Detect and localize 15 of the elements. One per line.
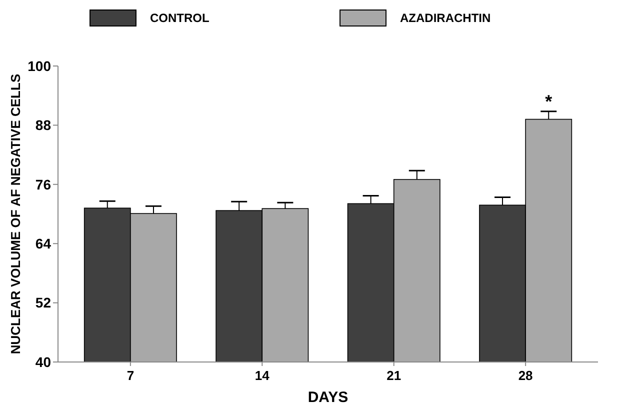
x-tick-label: 21	[386, 368, 402, 383]
annotation: *	[545, 91, 552, 112]
y-tick-label: 64	[35, 236, 52, 252]
y-tick-label: 88	[35, 117, 52, 134]
legend-label: CONTROL	[150, 11, 210, 26]
x-tick-label: 7	[126, 368, 134, 383]
y-tick-label: 76	[35, 176, 52, 192]
x-axis-title: DAYS	[308, 389, 348, 406]
y-tick-label: 40	[35, 354, 52, 370]
legend-label: AZADIRACHTIN	[400, 11, 491, 26]
y-axis-title: NUCLEAR VOLUME OF AF NEGATIVE CELLS	[8, 74, 23, 354]
y-tick-label: 100	[28, 58, 52, 74]
x-tick-label: 14	[254, 368, 270, 383]
y-tick-label: 52	[35, 294, 52, 311]
x-tick-label: 28	[518, 368, 533, 383]
